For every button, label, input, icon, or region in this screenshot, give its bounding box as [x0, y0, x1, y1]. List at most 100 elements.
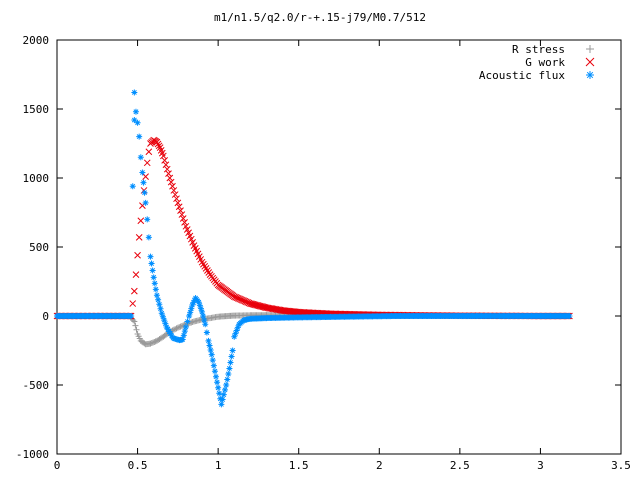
data-point [141, 189, 148, 196]
data-point [166, 328, 173, 335]
data-point [184, 318, 191, 325]
data-point [162, 320, 169, 327]
data-point [182, 324, 189, 331]
data-point [169, 182, 176, 190]
data-point [132, 108, 139, 115]
data-point [211, 368, 218, 375]
data-point [167, 178, 175, 186]
series-acoustic-flux [54, 89, 573, 408]
data-point [179, 215, 187, 222]
y-tick-label: -1000 [16, 448, 49, 461]
y-tick-label: 1000 [23, 172, 50, 185]
data-point [161, 156, 168, 164]
data-point [137, 217, 145, 225]
data-point [128, 313, 135, 319]
data-point [157, 305, 164, 312]
data-point [203, 329, 210, 336]
data-point [155, 296, 162, 303]
data-point [139, 169, 146, 176]
y-tick-label: -500 [23, 379, 50, 392]
data-point [170, 187, 178, 194]
data-point [167, 330, 174, 337]
data-point [189, 301, 196, 308]
legend-label: R stress [512, 43, 565, 56]
data-point [188, 305, 195, 312]
data-point [181, 219, 188, 226]
data-point [165, 170, 172, 177]
data-point [173, 325, 180, 332]
data-point [151, 280, 158, 287]
x-tick-label: 0.5 [128, 459, 148, 472]
x-tick-label: 1.5 [289, 459, 309, 472]
data-point [153, 292, 160, 299]
data-point [191, 297, 198, 304]
legend-marker [586, 71, 594, 79]
data-point [177, 207, 184, 215]
legend-label: G work [525, 56, 565, 69]
data-point [162, 161, 170, 169]
axes: 0 0.5 1 1.5 2 2.5 3 3.5 -1000 -500 0 500 1000 1500 200… [16, 34, 631, 472]
data-point [218, 401, 225, 408]
data-point [232, 330, 239, 337]
data-point [586, 71, 594, 79]
data-point [196, 302, 203, 309]
data-point [229, 347, 236, 354]
data-point [150, 339, 157, 346]
data-point [179, 336, 186, 343]
data-point [137, 154, 144, 161]
data-point [151, 338, 158, 345]
x-tick-label: 0 [54, 459, 61, 472]
data-point [215, 384, 222, 391]
data-point [168, 332, 175, 339]
chart-title: m1/n1.5/q2.0/r-+.15-j79/M0.7/512 [214, 11, 426, 24]
data-point [148, 340, 155, 347]
data-point [132, 322, 139, 329]
legend-label: Acoustic flux [479, 69, 565, 82]
data-point [145, 148, 153, 156]
data-point [148, 260, 155, 267]
data-point [164, 326, 171, 333]
data-point [224, 376, 231, 383]
data-point [220, 391, 227, 398]
x-tick-label: 3.5 [611, 459, 631, 472]
data-point [133, 326, 140, 333]
data-point [207, 347, 214, 354]
data-point [200, 313, 207, 319]
data-point [227, 359, 234, 366]
x-tick-label: 1 [215, 459, 222, 472]
x-tick-label: 2.5 [450, 459, 470, 472]
data-point [228, 353, 235, 360]
data-point [159, 313, 166, 320]
data-point [132, 271, 140, 278]
data-point [210, 362, 217, 369]
data-point [178, 323, 185, 330]
data-point [195, 299, 202, 306]
data-point [174, 324, 181, 331]
data-point [201, 317, 208, 324]
data-point [216, 390, 223, 397]
data-point [131, 89, 138, 96]
data-point [145, 234, 152, 241]
data-point [142, 199, 149, 206]
data-point [208, 351, 215, 358]
data-point [190, 299, 197, 306]
data-point [130, 287, 138, 295]
data-point [226, 365, 233, 372]
legend-marker [586, 45, 594, 53]
data-point [153, 138, 161, 146]
data-point [163, 324, 170, 331]
data-point [160, 152, 167, 160]
data-point [234, 324, 241, 331]
data-point [134, 251, 141, 259]
data-point [181, 328, 188, 335]
data-point [172, 326, 179, 333]
data-point [221, 386, 228, 393]
data-point [155, 142, 163, 150]
data-point [144, 216, 151, 223]
y-tick-label: 1500 [23, 103, 50, 116]
data-point [217, 395, 224, 402]
data-point [205, 337, 212, 344]
data-point [131, 117, 138, 124]
data-point [147, 253, 154, 260]
